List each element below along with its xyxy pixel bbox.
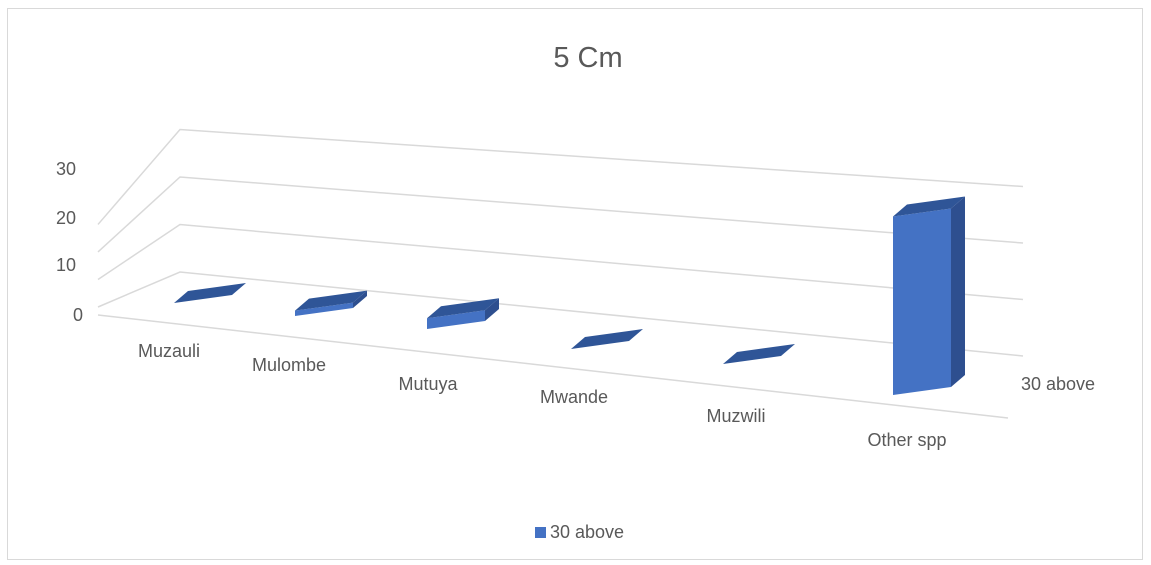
bar-side-1 [353, 290, 367, 308]
bar-front-other-spp [893, 208, 951, 395]
depth-axis-label: 30 above [1021, 374, 1095, 394]
x-category-label: Muzauli [138, 341, 200, 361]
bar-top-muzwili [723, 344, 795, 364]
gridlines [97, 128, 1024, 419]
x-axis-category-labels: Muzauli Mulombe Mutuya Mwande Muzwili Other s… [138, 341, 947, 450]
gridline-10 [97, 223, 1024, 301]
x-category-label: Muzwili [706, 406, 765, 426]
y-tick-label: 10 [56, 255, 76, 275]
y-tick-label: 30 [56, 159, 76, 179]
bar-top-mwande [571, 329, 643, 349]
y-axis-tick-labels: 0 10 20 30 [56, 159, 83, 325]
x-category-label: Other spp [867, 430, 946, 450]
legend-swatch [535, 527, 546, 538]
bar-side-2 [485, 298, 499, 321]
bar-top-mutuya [427, 298, 499, 319]
bar-side-5 [951, 196, 965, 387]
legend: 30 above [535, 522, 624, 542]
floor-front-edge [97, 314, 1009, 419]
gridline-0 [97, 271, 1024, 357]
bar-top-mulombe [295, 290, 367, 311]
bar-front-mulombe [295, 302, 353, 316]
x-category-label: Mutuya [398, 374, 458, 394]
bar-top-other-spp [893, 196, 965, 217]
bar-front-mutuya [427, 310, 485, 329]
y-tick-label: 0 [73, 305, 83, 325]
legend-label: 30 above [550, 522, 624, 542]
x-category-label: Mwande [540, 387, 608, 407]
bar-top-muzauli [174, 283, 246, 303]
gridline-30 [97, 128, 1024, 225]
bars [174, 196, 965, 395]
y-tick-label: 20 [56, 208, 76, 228]
chart-frame: 5 Cm 0 10 20 30 Muzauli Mulombe Mutuya Mwande M… [7, 8, 1143, 560]
x-category-label: Mulombe [252, 355, 326, 375]
chart-title: 5 Cm [553, 42, 622, 74]
gridline-20 [97, 176, 1024, 253]
